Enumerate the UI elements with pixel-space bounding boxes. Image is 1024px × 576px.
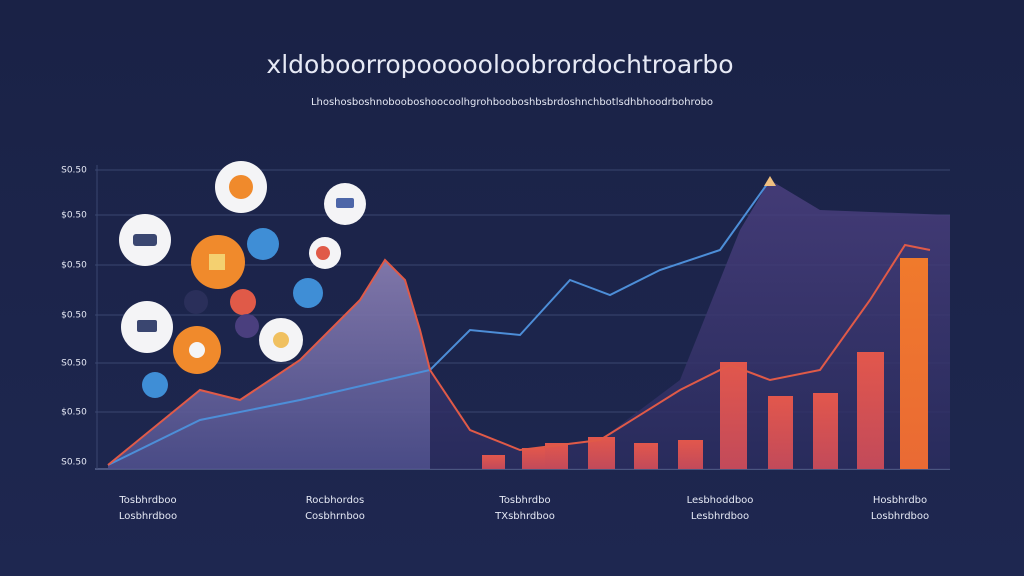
y-label: S0.50	[61, 166, 87, 176]
y-label: $0.50	[61, 211, 87, 221]
y-label: $0.50	[61, 261, 87, 271]
title: xldoboorropoooooloobrordochtroarbo	[266, 50, 733, 79]
x-label: Losbhrdboo	[871, 511, 929, 522]
y-label: $0.50	[61, 408, 87, 418]
peak-marker	[764, 176, 776, 186]
x-label: Cosbhrnboo	[305, 511, 365, 522]
subtitle: Lhoshosboshnobooboshoocoolhgrohbooboshbs…	[311, 97, 713, 108]
x-label: Rocbhordos	[306, 495, 365, 506]
x-axis-labels: Tosbhrdboo Losbhrdboo Rocbhordos Cosbhrn…	[118, 495, 929, 522]
area-peak	[108, 260, 430, 469]
x-label: Tosbhrdbo	[498, 495, 550, 506]
x-label: Tosbhrdboo	[118, 495, 176, 506]
blue-line	[107, 179, 771, 466]
y-label: $0.50	[61, 311, 87, 321]
y-label: S0.50	[61, 458, 87, 468]
y-label: S0.50	[61, 359, 87, 369]
bars	[482, 258, 928, 469]
x-label: Lesbhrdboo	[691, 511, 749, 522]
x-label: Lesbhoddboo	[687, 495, 754, 506]
x-label: TXsbhrdboo	[494, 511, 555, 522]
y-axis-labels: S0.50 $0.50 $0.50 $0.50 S0.50 $0.50 S0.5…	[61, 166, 87, 468]
icons	[119, 161, 366, 398]
x-label: Hosbhrdbo	[873, 495, 927, 506]
x-label: Losbhrdboo	[119, 511, 177, 522]
orange-line	[107, 243, 931, 466]
